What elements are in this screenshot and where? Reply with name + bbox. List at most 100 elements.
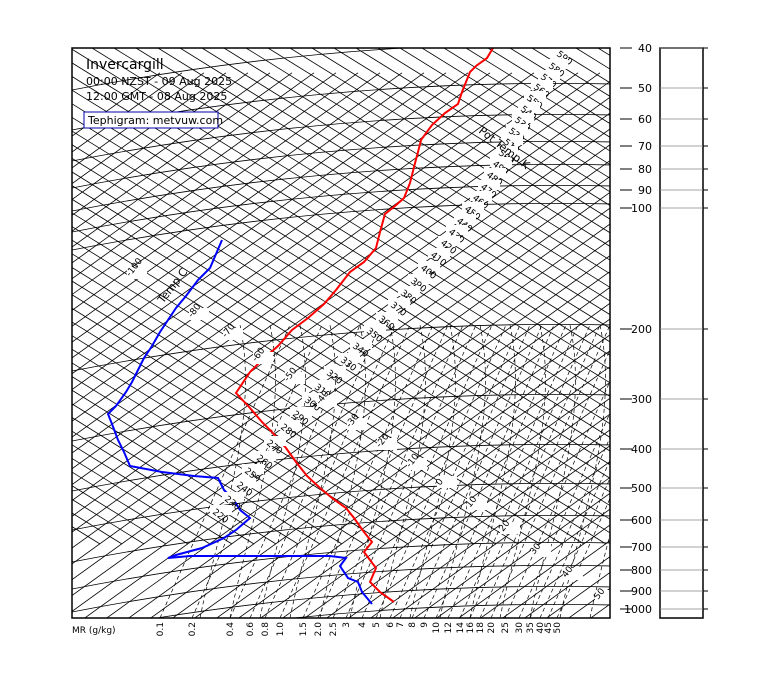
isotherm-line [392,461,610,618]
isotherm-line [524,556,610,618]
dry-adiabat-line [311,48,610,234]
dry-adiabat-line [72,444,233,545]
isotherm-line [72,72,469,359]
isotherm-line [150,286,610,618]
mr-axis-label: MR (g/kg) [72,626,116,636]
mixing-ratio-line [264,324,396,618]
isotherm-line [72,72,337,264]
label-bg [446,225,468,235]
mixing-ratio-lines [159,324,610,618]
label-bg [470,191,492,201]
dry-adiabat-line [72,294,475,545]
isotherm-line [72,96,610,486]
mr-tick-label: 0.2 [188,622,198,636]
isobar-curve [72,48,410,91]
dry-adiabat-line [72,226,585,545]
isotherm-line [414,476,610,618]
mixing-ratio-line [459,324,591,618]
label-bg [506,124,528,134]
plot-frame [71,47,611,619]
mr-tick-label: 0.6 [246,622,256,637]
mixing-ratio-line [159,324,291,618]
isobar-curve [72,324,610,372]
pressure-label: 700 [631,541,652,554]
mixing-ratio-line [302,324,434,618]
dry-adiabat-line [72,389,321,545]
dewpoint-trace [106,239,373,605]
utc-time: 12:00 GMT - 08 Aug 2025 [86,90,227,103]
label-bg [490,157,512,167]
pressure-label: 50 [638,82,652,95]
isotherm-line [458,508,610,618]
label-bg [408,274,430,284]
label-bg [350,339,372,349]
dry-adiabat-line [72,103,610,438]
label-bg [563,568,583,580]
pressure-label: 300 [631,393,652,406]
dry-adiabat-line [72,362,365,545]
dry-adiabat-line [72,130,610,466]
isotherm-line [72,72,425,327]
label-bg [278,420,300,430]
isotherm-line [216,334,610,618]
mr-tick-label: 8 [408,622,418,628]
label-bg [242,464,264,474]
isotherm-line [72,112,610,501]
label-bg [347,418,367,430]
isotherm-line [72,72,447,343]
dry-adiabat-line [421,48,610,166]
isobar-curve [72,542,610,590]
mixing-ratio-line [490,348,610,618]
label-bg [312,380,334,390]
isotherm-line [72,72,403,311]
mr-tick-label: 30 [515,622,525,634]
isobar-curve [72,565,610,613]
mr-tick-label: 14 [456,622,466,634]
label-bg [454,214,476,224]
mixing-ratio-line [249,324,381,618]
label-bg [531,545,551,557]
dry-adiabat-line [509,48,610,111]
isotherm-line [72,72,557,422]
dry-adiabat-line [157,48,610,329]
label-bg [253,352,273,364]
station-title: Invercargill [86,57,164,73]
mixing-ratio-line [423,324,555,618]
dry-adiabat-line [72,307,453,545]
dry-adiabat-line [113,48,610,356]
label-bg [376,312,398,322]
dry-adiabat-line [72,335,409,545]
isotherm-line [72,72,513,391]
label-bg [538,70,560,80]
wind-panel [659,47,704,619]
saturated-adiabat [259,324,306,618]
isobar-curve [72,203,610,251]
dry-adiabat-line [72,239,563,545]
mixing-ratio-line [375,324,507,618]
isotherm-line [194,318,610,618]
dry-adiabat-line [730,48,760,544]
saturated-adiabat [559,324,606,618]
pressure-label: 100 [631,202,652,215]
dry-adiabat-line [72,212,607,545]
isobar-curve [72,394,610,442]
dry-adiabat-line [267,48,610,261]
isotherm-line [72,207,610,597]
isotherm-line [72,72,359,280]
label-bg [484,168,506,178]
isobar-curve [289,604,610,618]
pressure-label: 90 [638,184,652,197]
isotherm-line [698,73,760,620]
label-bg [467,498,487,510]
mr-tick-label: 7 [396,622,406,628]
mixing-ratio-line [447,324,579,618]
dry-adiabat-line [72,62,610,397]
saturated-adiabat [199,324,246,618]
saturated-adiabat [469,324,516,618]
isotherm-line [72,191,610,581]
mixing-ratio-line [279,324,411,618]
isotherm-line [72,72,535,406]
pressure-label: 80 [638,163,652,176]
pressure-label: 900 [631,585,652,598]
isobar-curve [72,444,610,492]
